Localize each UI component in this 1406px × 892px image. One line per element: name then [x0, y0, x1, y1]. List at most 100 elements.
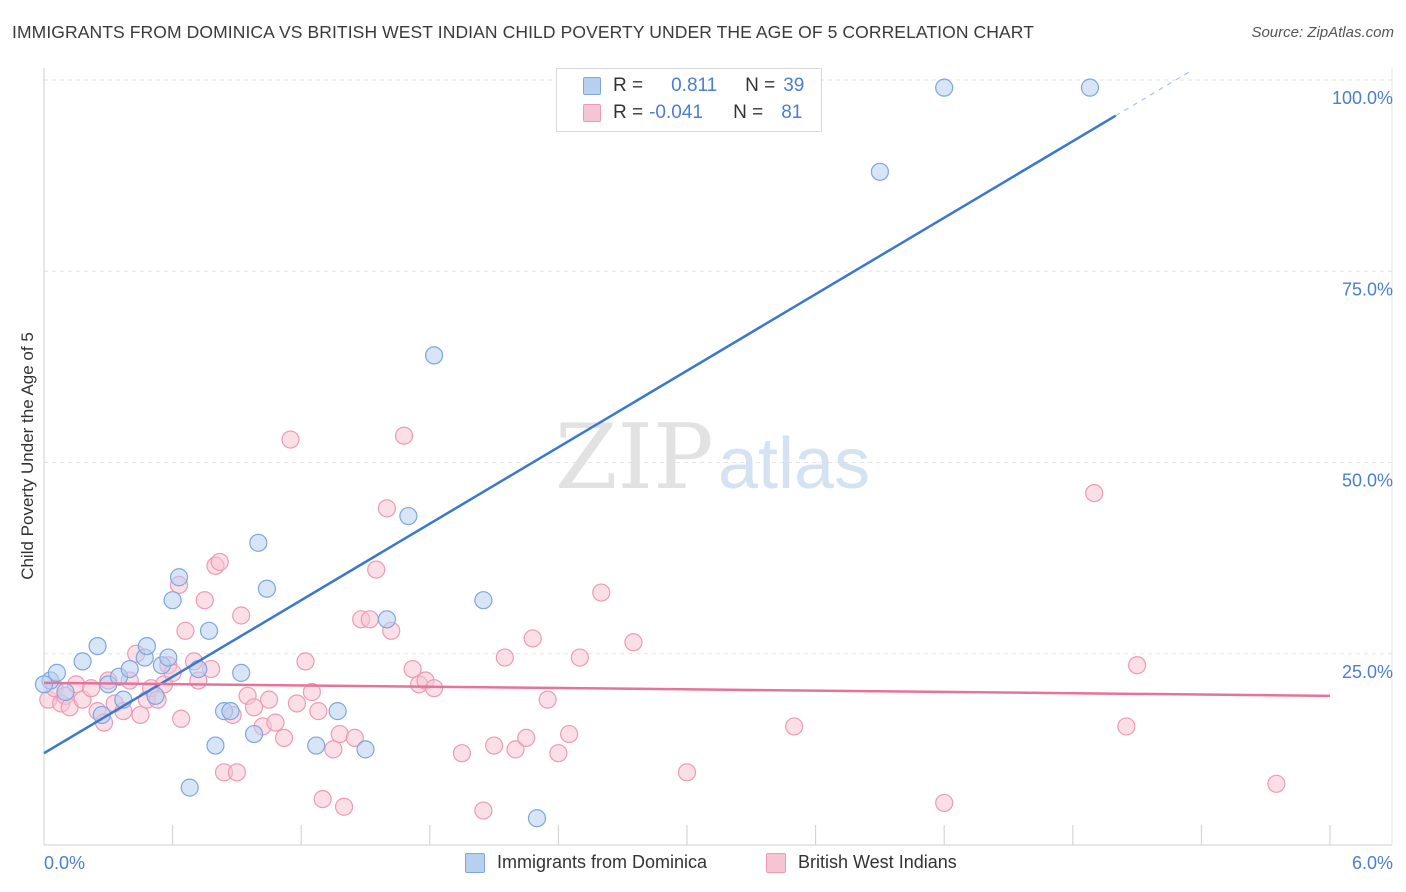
data-point	[159, 648, 178, 667]
data-point	[120, 659, 139, 679]
data-point	[334, 797, 354, 816]
data-point	[527, 809, 547, 828]
data-point	[172, 709, 191, 728]
series-immigrants-from-dominica	[34, 78, 1100, 828]
data-point	[206, 736, 225, 755]
blue-swatch	[583, 77, 601, 95]
legend-row-pink: R = -0.041 N = 81	[583, 100, 802, 126]
data-point	[244, 724, 264, 744]
data-point	[210, 552, 229, 572]
data-point	[1267, 774, 1286, 793]
data-point	[249, 533, 268, 552]
data-point	[176, 621, 195, 640]
data-point	[195, 591, 214, 610]
n-value: 81	[781, 102, 803, 123]
data-point	[309, 702, 328, 721]
data-point	[1117, 717, 1136, 736]
blue-swatch	[465, 852, 485, 873]
data-point	[330, 724, 349, 744]
x-tick-label: 6.0%	[1352, 853, 1393, 873]
data-point	[244, 698, 264, 717]
data-point	[281, 430, 300, 449]
data-point	[523, 629, 542, 648]
data-point	[517, 728, 536, 748]
data-point	[474, 591, 493, 610]
data-point	[474, 801, 493, 820]
watermark-atlas: atlas	[718, 424, 870, 504]
data-point	[266, 713, 285, 732]
y-tick-label: 100.0%	[1332, 88, 1393, 108]
data-point	[73, 652, 92, 671]
data-point	[232, 606, 251, 625]
trend-line-bwi	[43, 681, 1331, 698]
r-value: 0.811	[671, 75, 718, 96]
data-point	[538, 690, 557, 709]
data-point	[394, 426, 414, 445]
data-point	[56, 682, 75, 702]
axes	[43, 68, 1393, 846]
data-point	[137, 636, 156, 656]
data-point	[328, 702, 347, 721]
data-point	[403, 659, 422, 679]
legend-label: Immigrants from Dominica	[497, 852, 708, 872]
data-point	[360, 610, 379, 629]
n-label: N =	[745, 75, 776, 96]
trend-line-dominica-extension	[1115, 70, 1191, 117]
data-point	[131, 705, 150, 725]
data-point	[227, 763, 246, 782]
data-point	[287, 694, 307, 713]
legend-item-bwi: British West Indians	[766, 852, 957, 873]
pink-swatch	[766, 852, 786, 873]
data-point	[302, 682, 322, 702]
data-point	[935, 793, 954, 813]
trend-line-dominica	[43, 114, 1117, 755]
data-point	[34, 675, 54, 694]
tick-labels: 25.0% 50.0% 75.0% 100.0% 0.0% 6.0%	[44, 88, 1393, 873]
legend-item-dominica: Immigrants from Dominica	[465, 852, 707, 873]
y-tick-label: 50.0%	[1342, 471, 1393, 491]
data-point	[785, 717, 804, 736]
source-label: Source: ZipAtlas.com	[1251, 24, 1394, 41]
data-point	[677, 763, 697, 782]
data-point	[870, 162, 890, 181]
data-point	[169, 568, 189, 587]
data-point	[296, 652, 315, 671]
watermark-zip: ZIP	[555, 405, 714, 510]
trend-lines	[43, 70, 1331, 755]
data-point	[549, 744, 568, 763]
pink-swatch	[583, 104, 601, 122]
data-point	[307, 736, 326, 755]
data-point	[935, 78, 954, 97]
data-point	[485, 736, 504, 755]
chart-title: IMMIGRANTS FROM DOMINICA VS BRITISH WEST…	[12, 22, 1035, 42]
data-point	[274, 728, 294, 748]
legend-row-blue: R = 0.811 N = 39	[583, 73, 804, 99]
data-point	[495, 648, 514, 667]
r-label: R =	[613, 75, 644, 96]
data-point	[367, 560, 386, 579]
data-point	[257, 579, 277, 598]
series-british-west-indians	[39, 426, 1286, 820]
data-point	[345, 728, 364, 748]
data-point	[399, 506, 418, 526]
data-point	[592, 583, 611, 602]
data-point	[180, 778, 199, 797]
y-axis-label: Child Poverty Under the Age of 5	[18, 332, 37, 580]
data-point	[377, 610, 397, 629]
data-point	[189, 659, 208, 679]
data-point	[506, 740, 525, 759]
r-label: R =	[613, 102, 644, 123]
n-value: 39	[783, 75, 805, 96]
data-point	[47, 663, 66, 682]
n-label: N =	[733, 102, 764, 123]
x-tick-label: 0.0%	[44, 853, 85, 873]
stats-legend: R = 0.811 N = 39 R = -0.041 N = 81	[556, 68, 822, 132]
data-point	[624, 633, 643, 652]
gridlines	[44, 79, 1392, 655]
data-point	[1085, 484, 1104, 503]
data-point	[356, 740, 375, 759]
data-point	[424, 346, 444, 365]
data-point	[232, 663, 251, 682]
legend-label: British West Indians	[798, 852, 957, 872]
